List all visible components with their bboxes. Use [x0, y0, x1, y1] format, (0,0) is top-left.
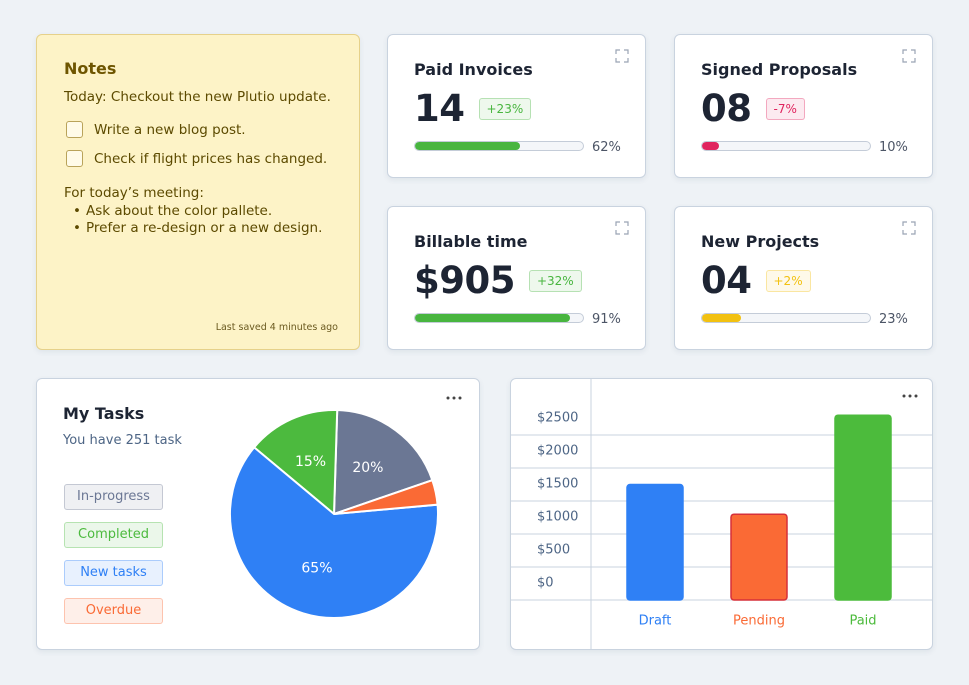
y-tick-label: $2000	[537, 444, 578, 459]
progress-fill	[415, 142, 521, 150]
tasks-card: My Tasks You have 251 task 20% 15% 65% In-…	[36, 378, 480, 650]
stat-value: 08	[701, 87, 752, 130]
checkbox[interactable]	[66, 121, 83, 138]
progress-track	[414, 313, 584, 323]
progress-track	[414, 141, 584, 151]
legend-chip[interactable]: Overdue	[64, 598, 163, 624]
expand-icon-path	[615, 49, 629, 63]
bullet: •	[73, 203, 81, 219]
pie-slice	[229, 445, 439, 619]
saved-note: Last saved 4 minutes ago	[215, 322, 338, 333]
progress-label: 23%	[879, 312, 908, 327]
expand-icon[interactable]	[615, 49, 629, 63]
bar	[626, 483, 684, 601]
expand-icon[interactable]	[902, 49, 916, 63]
y-tick-label: $0	[537, 576, 554, 591]
stat-card: Billable time $905 +32% 91%	[387, 206, 646, 350]
legend-chip[interactable]: New tasks	[64, 560, 163, 586]
stat-card: Signed Proposals 08 -7% 10%	[674, 34, 933, 178]
progress-label: 62%	[592, 140, 621, 155]
x-tick-label: Pending	[733, 614, 785, 629]
stat-value: $905	[414, 259, 515, 302]
change-badge: +2%	[765, 269, 811, 292]
menu-dots[interactable]	[902, 394, 918, 398]
slice-label: 65%	[301, 561, 332, 577]
tasks-title: My Tasks	[63, 404, 145, 423]
expand-icon-path	[902, 49, 916, 63]
checklist-item: Write a new blog post.	[94, 122, 246, 138]
slice-label: 15%	[295, 454, 326, 470]
expand-icon-path	[615, 221, 629, 235]
stat-title: Paid Invoices	[414, 60, 533, 79]
y-tick-label: $1500	[537, 477, 578, 492]
stat-value: 14	[414, 87, 465, 130]
x-tick-label: Draft	[639, 614, 672, 629]
progress-fill	[415, 314, 570, 322]
progress-label: 10%	[879, 140, 908, 155]
notes-card: Notes Today: Checkout the new Plutio upd…	[36, 34, 360, 350]
progress-fill	[702, 314, 742, 322]
stat-row: $905 +32%	[414, 259, 582, 302]
pie-slice	[333, 478, 439, 515]
menu-dots[interactable]	[446, 396, 462, 400]
change-badge: +23%	[478, 97, 532, 120]
notes-today: Today: Checkout the new Plutio update.	[64, 89, 331, 105]
meeting-title: For today’s meeting:	[64, 185, 204, 201]
bar	[730, 513, 788, 601]
progress-label: 91%	[592, 312, 621, 327]
notes-title: Notes	[64, 59, 117, 78]
pie-slice	[252, 409, 339, 517]
stat-row: 08 -7%	[701, 87, 805, 130]
progress-track	[701, 141, 871, 151]
stat-card: New Projects 04 +2% 23%	[674, 206, 933, 350]
bar	[834, 414, 892, 601]
expand-icon[interactable]	[902, 221, 916, 235]
progress-fill	[702, 142, 719, 150]
stat-card: Paid Invoices 14 +23% 62%	[387, 34, 646, 178]
stat-title: Billable time	[414, 232, 528, 251]
bar-chart: $0 $500 $1000 $1500 $2000 $2500 Draft Pending Pa…	[511, 379, 932, 649]
change-badge: +32%	[528, 269, 582, 292]
legend-chip[interactable]: In-progress	[64, 484, 163, 510]
expand-icon[interactable]	[615, 221, 629, 235]
y-tick-label: $2500	[537, 411, 578, 426]
legend-chip[interactable]: Completed	[64, 522, 163, 548]
meeting-item: Ask about the color pallete.	[86, 203, 273, 219]
invoices-card: $0 $500 $1000 $1500 $2000 $2500 Draft Pending Pa…	[510, 378, 933, 650]
checkbox[interactable]	[66, 150, 83, 167]
meeting-item: Prefer a re-design or a new design.	[86, 220, 323, 236]
stat-row: 14 +23%	[414, 87, 532, 130]
y-tick-label: $500	[537, 543, 570, 558]
slice-label: 20%	[352, 460, 383, 476]
x-tick-label: Paid	[849, 614, 876, 629]
expand-icon-path	[902, 221, 916, 235]
checklist-item: Check if flight prices has changed.	[94, 151, 328, 167]
stat-row: 04 +2%	[701, 259, 811, 302]
bullet: •	[73, 220, 81, 236]
progress-track	[701, 313, 871, 323]
stat-title: Signed Proposals	[701, 60, 858, 79]
stat-title: New Projects	[701, 232, 820, 251]
pie-chart: 20% 15% 65%	[229, 396, 462, 619]
tasks-subtitle: You have 251 task	[63, 433, 182, 448]
y-tick-label: $1000	[537, 510, 578, 525]
change-badge: -7%	[765, 97, 805, 120]
stat-value: 04	[701, 259, 752, 302]
